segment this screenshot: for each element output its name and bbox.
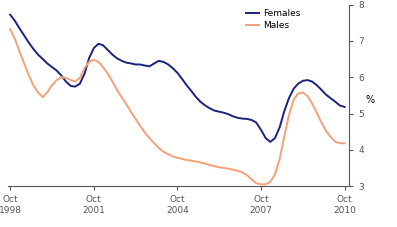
Females bbox=[8, 13, 13, 16]
Females bbox=[291, 87, 296, 90]
Females bbox=[82, 72, 87, 75]
Females bbox=[314, 84, 319, 86]
Y-axis label: %: % bbox=[365, 95, 374, 105]
Males bbox=[258, 183, 263, 186]
Legend: Females, Males: Females, Males bbox=[242, 5, 304, 33]
Males bbox=[119, 96, 124, 99]
Females bbox=[342, 106, 347, 108]
Females bbox=[175, 72, 180, 74]
Males bbox=[314, 111, 319, 114]
Females bbox=[301, 79, 305, 82]
Males bbox=[291, 98, 296, 101]
Males bbox=[301, 91, 305, 94]
Males bbox=[8, 28, 13, 31]
Line: Females: Females bbox=[10, 15, 345, 142]
Males bbox=[342, 142, 347, 145]
Females bbox=[119, 59, 124, 62]
Line: Males: Males bbox=[10, 29, 345, 184]
Males bbox=[82, 67, 87, 69]
Males bbox=[175, 156, 180, 159]
Females bbox=[268, 141, 273, 143]
